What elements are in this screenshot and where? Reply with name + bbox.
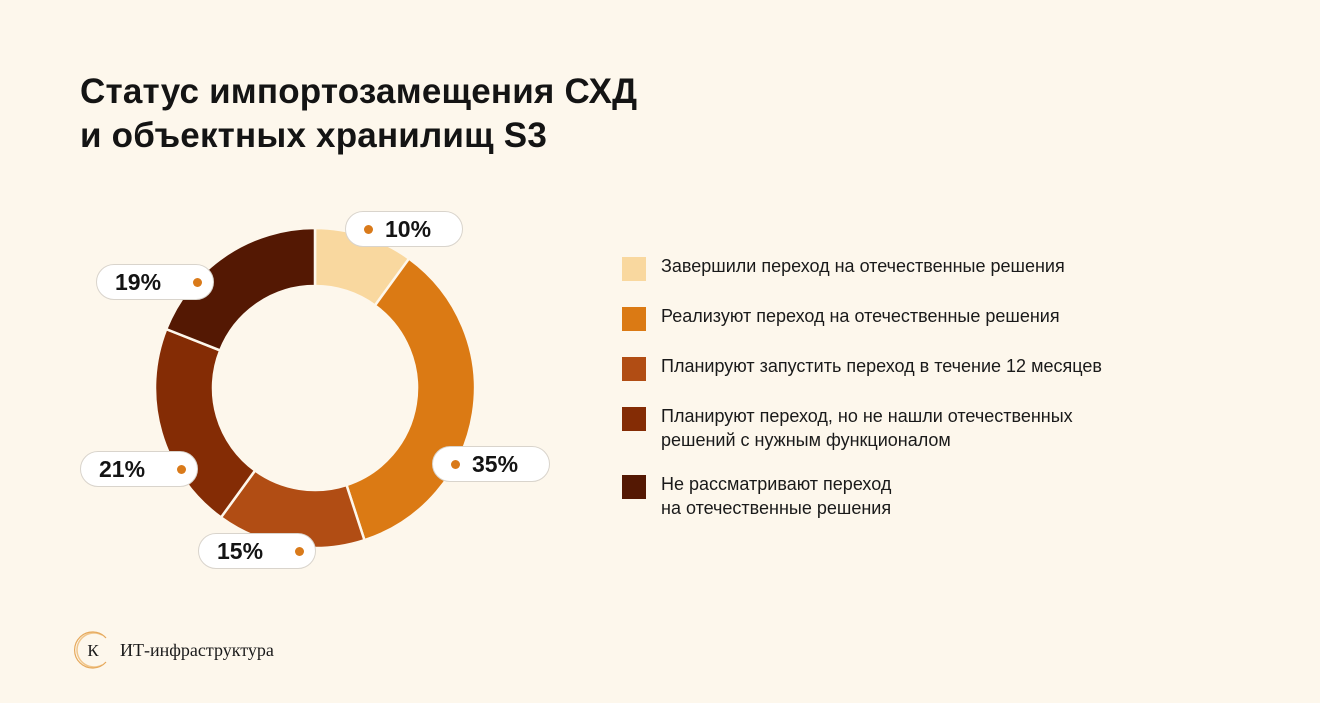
- legend-label: Планируют запустить переход в течение 12…: [661, 356, 1102, 376]
- label-dot-icon: [177, 464, 187, 474]
- data-label-implementing-text: 35%: [472, 450, 519, 477]
- label-dot-icon: [193, 277, 203, 287]
- data-label-no-solutions-text: 21%: [99, 455, 146, 482]
- legend-item-planning-12m: Планируют запустить переход в течение 12…: [622, 354, 1102, 381]
- legend-item-implementing: Реализуют переход на отечественные решен…: [622, 304, 1060, 331]
- footer-brand: К ИТ-инфраструктура: [72, 628, 274, 672]
- legend-label: Завершили переход на отечественные решен…: [661, 256, 1065, 276]
- label-dot-icon: [364, 224, 373, 234]
- data-label-completed-text: 10%: [385, 215, 432, 242]
- data-label-completed: 10%: [345, 211, 463, 247]
- legend-label: Не рассматривают переход на отечественны…: [661, 474, 892, 518]
- legend-item-not-considering: Не рассматривают переход на отечественны…: [622, 472, 891, 520]
- legend-swatch: [622, 357, 646, 381]
- logo-letter: К: [87, 641, 99, 660]
- legend-label: Реализуют переход на отечественные решен…: [661, 306, 1060, 326]
- data-label-no-solutions: 21%: [80, 451, 198, 487]
- legend-label: Планируют переход, но не нашли отечестве…: [661, 406, 1073, 450]
- data-label-planning-12m: 15%: [198, 533, 316, 569]
- label-dot-icon: [451, 459, 460, 469]
- legend-swatch: [622, 475, 646, 499]
- legend-item-no-solutions: Планируют переход, но не нашли отечестве…: [622, 404, 1073, 452]
- footer-text: ИТ-инфраструктура: [120, 639, 274, 660]
- data-label-implementing: 35%: [432, 446, 550, 482]
- title-line-1: Статус импортозамещения СХД: [80, 72, 638, 111]
- data-label-not-considering: 19%: [96, 264, 214, 300]
- data-label-planning-12m-text: 15%: [217, 537, 264, 564]
- legend-swatch: [622, 307, 646, 331]
- donut-slice-no-solutions: [153, 327, 257, 519]
- k-logo-icon: К: [74, 631, 107, 669]
- title-line-2: и объектных хранилищ S3: [80, 116, 548, 155]
- page-title: Статус импортозамещения СХД и объектных …: [80, 70, 637, 158]
- legend-swatch: [622, 407, 646, 431]
- data-label-not-considering-text: 19%: [115, 268, 162, 295]
- legend-item-completed: Завершили переход на отечественные решен…: [622, 254, 1065, 281]
- label-dot-icon: [295, 546, 305, 556]
- legend-swatch: [622, 257, 646, 281]
